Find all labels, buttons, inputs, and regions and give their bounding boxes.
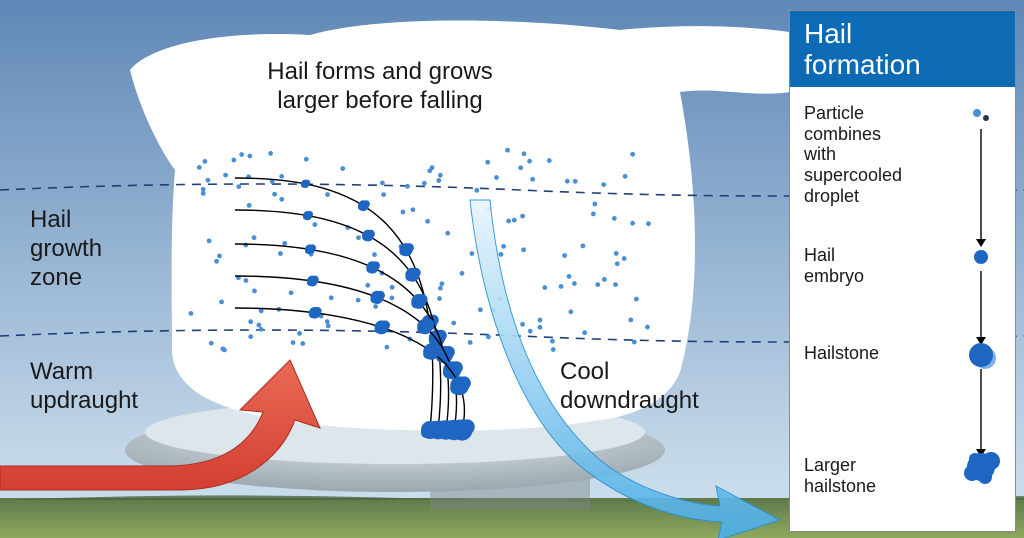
legend-large-hailstone-icon: [964, 452, 1000, 484]
legend-panel: Hailformation Particlecombineswithsuperc…: [789, 10, 1016, 532]
legend-title: Hailformation: [790, 11, 1015, 87]
legend-hailstone-icon: [969, 343, 996, 369]
legend-item-label: Largerhailstone: [804, 455, 961, 496]
legend-embryo-icon: [974, 250, 988, 264]
legend-item-label: Particlecombineswithsupercooleddroplet: [804, 103, 961, 206]
legend-body: Particlecombineswithsupercooleddroplet Ha…: [790, 87, 1015, 531]
cloud-top-label: Hail forms and growslarger before fallin…: [200, 58, 560, 116]
legend-particle-pair-icon: [973, 109, 989, 121]
legend-svg: Particlecombineswithsupercooleddroplet Ha…: [804, 97, 1001, 517]
legend-title-text: Hailformation: [804, 18, 921, 80]
cool-downdraught-label: Cooldowndraught: [560, 358, 699, 416]
growth-zone-label: Hailgrowthzone: [30, 206, 102, 292]
warm-updraught-text: Warmupdraught: [30, 358, 138, 414]
cool-downdraught-text: Cooldowndraught: [560, 358, 699, 414]
warm-updraught-label: Warmupdraught: [30, 358, 138, 416]
legend-item-label: Hailembryo: [804, 245, 961, 286]
legend-item-label: Hailstone: [804, 343, 961, 364]
cloud-top-text: Hail forms and growslarger before fallin…: [267, 58, 492, 114]
growth-zone-text: Hailgrowthzone: [30, 206, 102, 291]
hail-formation-diagram: Hail forms and growslarger before fallin…: [0, 0, 1024, 538]
